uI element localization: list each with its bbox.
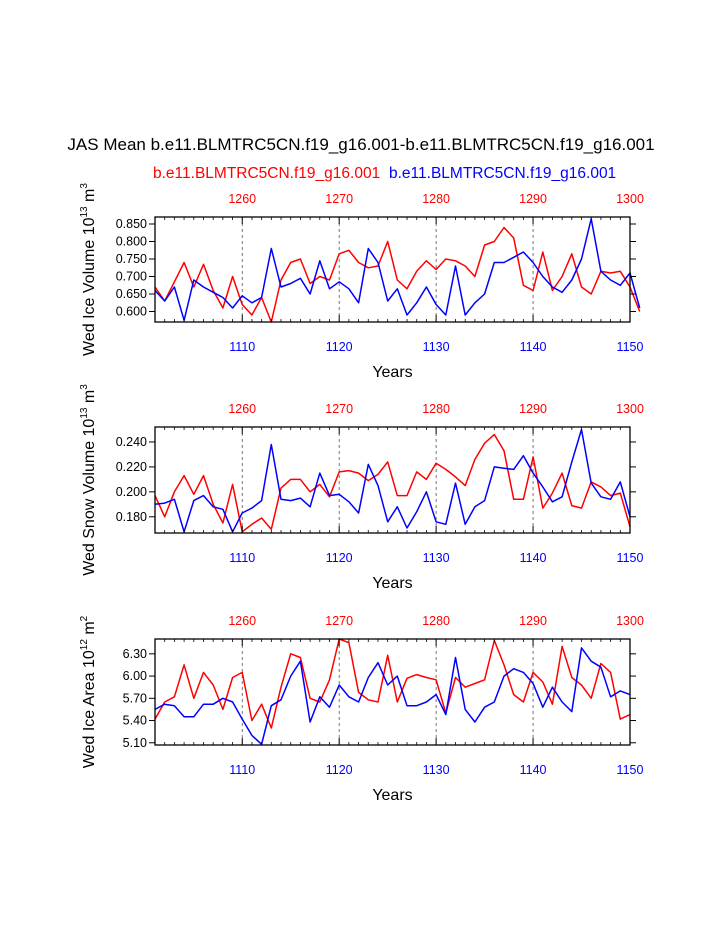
x-tick-label-bottom: 1150	[617, 763, 644, 777]
x-tick-label-top: 1280	[422, 614, 450, 628]
x-tick-label-top: 1280	[422, 192, 450, 206]
x-tick-label-bottom: 1130	[423, 551, 450, 565]
x-tick-label-bottom: 1130	[423, 340, 450, 354]
x-tick-label-top: 1300	[616, 192, 644, 206]
x-tick-label-top: 1260	[228, 614, 256, 628]
x-tick-label-top: 1290	[519, 402, 547, 416]
y-tick-label: 6.00	[123, 669, 147, 683]
y-axis-label: Wed Snow Volume 1013 m3	[79, 384, 98, 576]
series-line-red	[154, 638, 631, 729]
plot-frame	[154, 216, 631, 323]
series-line-red	[154, 433, 631, 533]
y-axis-label-text: m	[81, 189, 98, 207]
plot-frame	[154, 638, 631, 746]
x-tick-label-top: 1270	[325, 192, 353, 206]
y-tick-label: 6.30	[123, 647, 147, 661]
y-tick-label: 0.200	[116, 485, 147, 499]
y-tick-label: 0.750	[116, 252, 147, 266]
legend-red-case: b.e11.BLMTRC5CN.f19_g16.001	[153, 165, 380, 182]
figure-title: JAS Mean b.e11.BLMTRC5CN.f19_g16.001-b.e…	[67, 135, 654, 154]
y-axis-label: Wed Ice Area 1012 m2	[79, 615, 98, 768]
y-axis-label-text: Wed Snow Volume 10	[81, 419, 98, 576]
y-axis-label-superscript: 3	[79, 384, 90, 390]
y-tick-label: 0.800	[116, 235, 147, 249]
chart-panel-1: 0.600 0.650 0.700 0.750 0.800 0.850 1110 1120 11…	[79, 183, 644, 381]
chart-panels: 0.600 0.650 0.700 0.750 0.800 0.850 1110 1120 11…	[79, 183, 644, 804]
plot-frame	[154, 426, 631, 534]
y-tick-label: 0.220	[116, 460, 147, 474]
x-axis-label: Years	[372, 575, 412, 592]
series-line-blue	[154, 428, 631, 533]
y-axis-label-superscript: 12	[79, 639, 90, 651]
x-tick-label-bottom: 1110	[229, 763, 255, 777]
y-axis-label-superscript: 2	[79, 615, 90, 621]
chart-panel-2: 0.180 0.200 0.220 0.240 1110 1120 1130 1140 1150…	[79, 384, 644, 592]
y-axis-label-text: m	[81, 390, 98, 408]
x-axis-label: Years	[372, 364, 412, 381]
x-tick-label-top: 1270	[325, 614, 353, 628]
x-tick-label-top: 1270	[325, 402, 353, 416]
y-tick-label: 0.650	[116, 287, 147, 301]
series-line-red	[154, 226, 641, 323]
x-tick-label-top: 1260	[228, 402, 256, 416]
chart-panel-3: 5.10 5.40 5.70 6.00 6.30 1110 1120 1130 1140 1150…	[79, 614, 644, 804]
x-tick-label-top: 1300	[616, 614, 644, 628]
x-tick-label-bottom: 1150	[617, 340, 644, 354]
x-tick-label-bottom: 1120	[326, 340, 353, 354]
x-tick-label-top: 1290	[519, 192, 547, 206]
y-axis-label-superscript: 13	[79, 407, 90, 419]
legend-blue-case: b.e11.BLMTRC5CN.f19_g16.001	[389, 165, 616, 182]
y-tick-label: 0.600	[116, 305, 147, 319]
x-tick-label-bottom: 1120	[326, 763, 353, 777]
y-axis-label-text: Wed Ice Area 10	[81, 650, 98, 768]
x-tick-label-bottom: 1140	[520, 551, 547, 565]
x-tick-label-bottom: 1110	[229, 340, 255, 354]
x-tick-label-top: 1300	[616, 402, 644, 416]
y-axis-label-superscript: 3	[79, 183, 90, 189]
y-tick-label: 5.10	[123, 736, 147, 750]
y-axis-label-text: Wed Ice Volume 10	[81, 217, 98, 356]
x-tick-label-top: 1290	[519, 614, 547, 628]
y-tick-label: 0.700	[116, 270, 147, 284]
y-tick-label: 5.70	[123, 691, 147, 705]
y-tick-label: 0.180	[116, 510, 147, 524]
y-axis-label-text: m	[81, 621, 98, 639]
x-tick-label-bottom: 1110	[229, 551, 255, 565]
x-axis-label: Years	[372, 787, 412, 804]
y-tick-label: 5.40	[123, 714, 147, 728]
x-tick-label-bottom: 1150	[617, 551, 644, 565]
y-axis-label: Wed Ice Volume 1013 m3	[79, 183, 98, 356]
x-tick-label-top: 1260	[228, 192, 256, 206]
x-tick-label-bottom: 1140	[520, 763, 547, 777]
x-tick-label-top: 1280	[422, 402, 450, 416]
y-axis-label-superscript: 13	[79, 206, 90, 218]
x-tick-label-bottom: 1140	[520, 340, 547, 354]
series-line-blue	[154, 218, 641, 322]
y-tick-label: 0.850	[116, 217, 147, 231]
x-tick-label-bottom: 1130	[423, 763, 450, 777]
y-tick-label: 0.240	[116, 435, 147, 449]
x-tick-label-bottom: 1120	[326, 551, 353, 565]
series-line-blue	[154, 647, 631, 746]
